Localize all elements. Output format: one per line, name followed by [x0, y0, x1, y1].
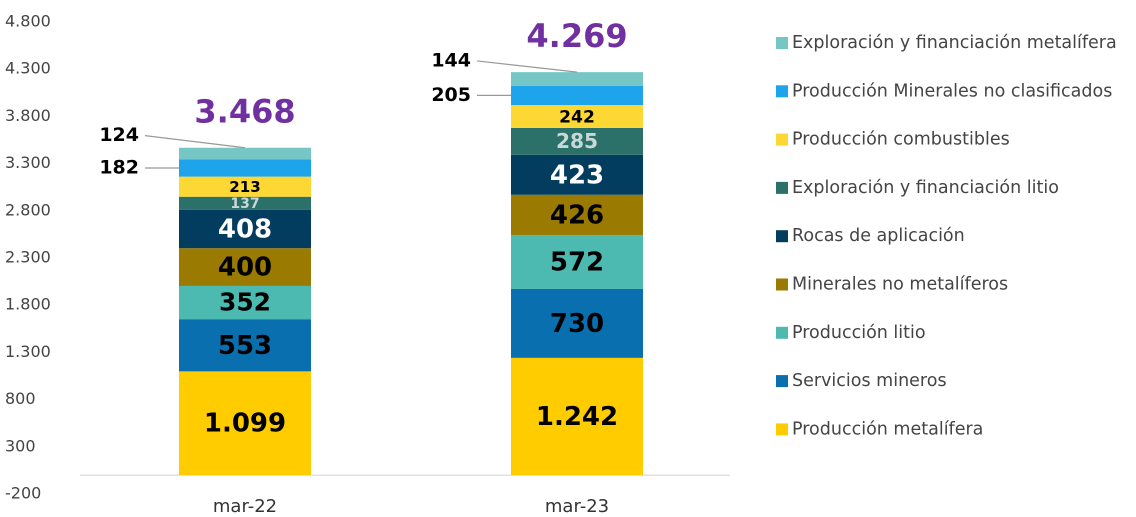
x-tick-label: mar-23: [545, 496, 609, 517]
total-label: 4.269: [526, 17, 627, 55]
legend-swatch: [776, 423, 788, 436]
y-tick-label: 3.300: [5, 153, 51, 172]
legend-label: Minerales no metalíferos: [792, 275, 1008, 295]
bar-segment: [179, 209, 311, 249]
bar-segment: [179, 196, 311, 210]
data-label: 1.242: [536, 402, 618, 432]
legend-label: Producción metalífera: [792, 419, 983, 439]
legend-swatch: [776, 133, 788, 146]
data-label: 352: [219, 288, 271, 317]
data-label: 124: [99, 124, 139, 146]
y-tick-label: -200: [5, 484, 41, 503]
data-label: 730: [550, 309, 604, 339]
data-label: 553: [218, 331, 272, 361]
bar-segment: [511, 85, 643, 106]
bar-segment: [179, 159, 311, 177]
legend-label: Rocas de aplicación: [792, 226, 965, 246]
legend-label: Exploración y financiación litio: [792, 178, 1059, 198]
bar-segment: [511, 154, 643, 195]
legend-swatch: [776, 326, 788, 339]
y-tick-label: 4.300: [5, 59, 51, 78]
data-label: 242: [559, 107, 595, 127]
y-tick-label: 4.800: [5, 12, 51, 31]
leader-line: [476, 60, 578, 73]
data-label: 408: [218, 214, 272, 244]
data-label: 423: [550, 160, 604, 190]
x-tick-label: mar-22: [213, 496, 277, 517]
y-tick-label: 300: [5, 436, 36, 455]
data-label: 182: [99, 157, 139, 179]
data-label: 285: [556, 129, 598, 153]
legend-label: Exploración y financiación metalífera: [792, 33, 1117, 53]
y-tick-label: 3.800: [5, 106, 51, 125]
bar-segment: [179, 319, 311, 372]
data-label: 205: [431, 84, 471, 106]
y-tick-label: 2.300: [5, 248, 51, 267]
bar-segment: [511, 234, 643, 289]
y-tick-label: 2.800: [5, 200, 51, 219]
legend-label: Producción litio: [792, 323, 926, 343]
legend-label: Servicios mineros: [792, 371, 947, 391]
y-tick-label: 1.800: [5, 295, 51, 314]
data-label: 137: [230, 196, 259, 212]
bar-segment: [179, 248, 311, 286]
data-label: 400: [218, 253, 272, 283]
bar-segment: [511, 194, 643, 235]
data-label: 213: [229, 178, 260, 196]
legend-swatch: [776, 85, 788, 98]
legend-swatch: [776, 375, 788, 388]
legend-label: Producción Minerales no clasificados: [792, 81, 1112, 101]
data-label: 144: [431, 49, 471, 71]
legend-swatch: [776, 181, 788, 194]
bar-segment: [179, 176, 311, 197]
data-label: 1.099: [204, 409, 286, 439]
bar-segment: [179, 371, 311, 476]
bar-segment: [511, 72, 643, 86]
data-label: 572: [550, 247, 604, 277]
legend-swatch: [776, 230, 788, 243]
legend-swatch: [776, 37, 788, 49]
bar-segment: [511, 105, 643, 128]
bar-segment: [179, 147, 311, 160]
total-label: 3.468: [194, 93, 295, 131]
leader-line: [144, 134, 246, 149]
bar-segment: [511, 357, 643, 476]
y-tick-label: 1.300: [5, 342, 51, 361]
legend-swatch: [776, 278, 788, 291]
bar-segment: [511, 288, 643, 358]
bar-segment: [511, 127, 643, 155]
data-label: 426: [550, 200, 604, 230]
y-tick-label: 800: [5, 389, 36, 408]
legend-label: Producción combustibles: [792, 130, 1010, 150]
bar-segment: [179, 285, 311, 320]
